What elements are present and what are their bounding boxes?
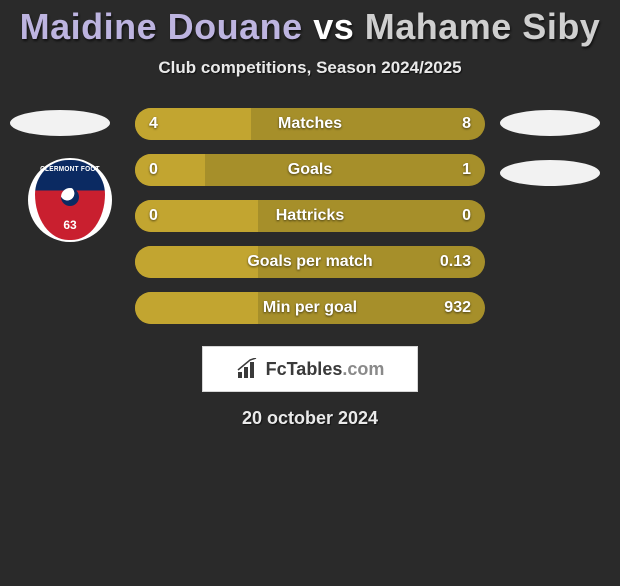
team-badge-placeholder-right-1 (500, 110, 600, 136)
player2-name: Mahame Siby (365, 6, 601, 47)
subtitle: Club competitions, Season 2024/2025 (0, 58, 620, 78)
stat-bar: Goals per match0.13 (135, 246, 485, 278)
brand-text: FcTables.com (266, 359, 385, 380)
comparison-stage: CLERMONT FOOT 63 4Matches80Goals10Hattri… (0, 108, 620, 429)
page-title: Maidine Douane vs Mahame Siby (0, 6, 620, 48)
team-badge-placeholder-right-2 (500, 160, 600, 186)
stat-bar: 0Hattricks0 (135, 200, 485, 232)
date-text: 20 october 2024 (0, 408, 620, 429)
stat-bars: 4Matches80Goals10Hattricks0Goals per mat… (135, 108, 485, 324)
stat-bar: 4Matches8 (135, 108, 485, 140)
bar-value-right: 932 (444, 292, 471, 324)
vs-text: vs (313, 6, 354, 47)
bar-label: Goals (135, 154, 485, 186)
bar-label: Goals per match (135, 246, 485, 278)
crest-number: 63 (35, 218, 105, 232)
team-badge-placeholder-left (10, 110, 110, 136)
stat-bar: Min per goal932 (135, 292, 485, 324)
bar-value-right: 8 (462, 108, 471, 140)
crest-top-text: CLERMONT FOOT (38, 166, 102, 173)
bar-label: Hattricks (135, 200, 485, 232)
bar-value-right: 0.13 (440, 246, 471, 278)
brand-name: FcTables (266, 359, 343, 379)
player1-name: Maidine Douane (20, 6, 303, 47)
bar-label: Matches (135, 108, 485, 140)
stat-bar: 0Goals1 (135, 154, 485, 186)
club-crest-shield: CLERMONT FOOT 63 (35, 160, 105, 240)
brand-box: FcTables.com (202, 346, 418, 392)
bar-value-right: 1 (462, 154, 471, 186)
brand-suffix: .com (342, 359, 384, 379)
club-crest: CLERMONT FOOT 63 (28, 158, 112, 242)
bar-label: Min per goal (135, 292, 485, 324)
bars-icon (236, 358, 260, 380)
crest-ball-icon (61, 188, 79, 206)
bar-value-right: 0 (462, 200, 471, 232)
